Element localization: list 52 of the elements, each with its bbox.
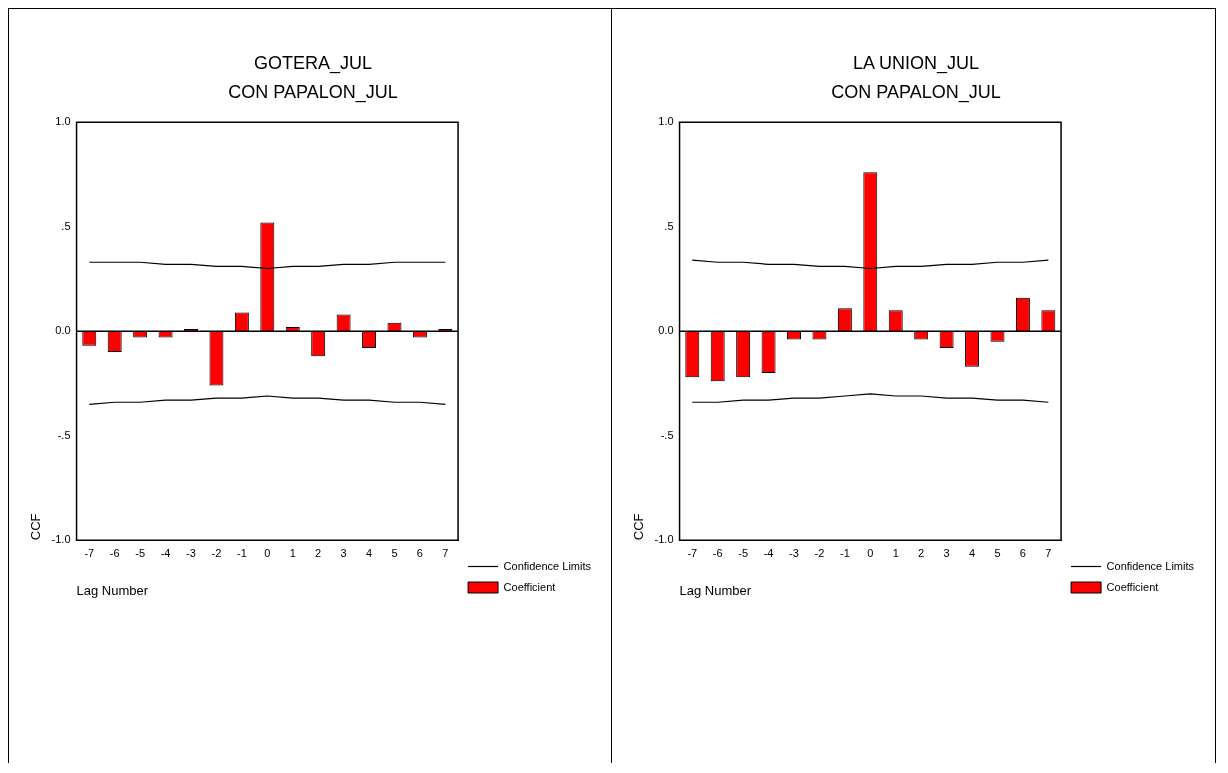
x-tick-label: 5 [391,546,398,559]
x-tick-label: -3 [186,546,196,559]
y-tick-label: 0.0 [658,324,674,337]
x-tick-label: 7 [442,546,449,559]
y-tick-label: 0.0 [55,324,71,337]
x-tick-label: 1 [892,546,899,559]
x-tick-label: -3 [789,546,799,559]
x-tick-label: -5 [738,546,749,559]
x-tick-label: 1 [289,546,296,559]
x-tick-label: -2 [814,546,825,559]
x-tick-label: 2 [315,546,322,559]
chart-title: GOTERA_JUL [253,52,373,74]
x-tick-label: 6 [416,546,423,559]
x-tick-label: -2 [211,546,222,559]
x-axis-title: Lag Number [76,582,149,598]
legend-label: Confidence Limits [1106,559,1195,572]
y-tick-label: 1.0 [658,115,674,128]
y-tick-label: .5 [61,219,71,232]
y-axis-title: CCF [631,513,647,541]
x-tick-label: 0 [264,546,271,559]
y-tick-label: -.5 [660,428,674,441]
x-tick-label: 3 [943,546,950,559]
y-tick-label: -1.0 [654,533,674,546]
x-axis-title: Lag Number [679,582,752,598]
y-axis-title: CCF [28,513,44,541]
x-tick-label: -7 [84,546,95,559]
x-tick-label: -1 [839,546,850,559]
chart-subtitle: CON PAPALON_JUL [228,82,398,104]
x-tick-label: 4 [365,546,373,559]
y-tick-label: -.5 [57,428,71,441]
x-tick-label: 3 [340,546,347,559]
x-tick-label: -1 [236,546,247,559]
x-tick-label: 5 [994,546,1001,559]
chart-title: LA UNION_JUL [852,52,980,74]
chart-subtitle: CON PAPALON_JUL [831,82,1001,104]
y-tick-label: 1.0 [55,115,71,128]
x-tick-label: 7 [1045,546,1052,559]
x-tick-label: -7 [687,546,698,559]
x-tick-label: 2 [918,546,925,559]
legend-label: Coefficient [503,580,556,593]
y-tick-label: -1.0 [51,533,71,546]
x-tick-label: 0 [867,546,874,559]
x-tick-label: -6 [712,546,723,559]
x-tick-label: -6 [109,546,120,559]
x-tick-label: -5 [135,546,146,559]
legend-label: Confidence Limits [503,559,592,572]
x-tick-label: -4 [763,546,774,559]
x-tick-label: 4 [968,546,976,559]
x-tick-label: 6 [1019,546,1026,559]
legend-label: Coefficient [1106,580,1159,593]
x-tick-label: -4 [160,546,171,559]
y-tick-label: .5 [664,219,674,232]
